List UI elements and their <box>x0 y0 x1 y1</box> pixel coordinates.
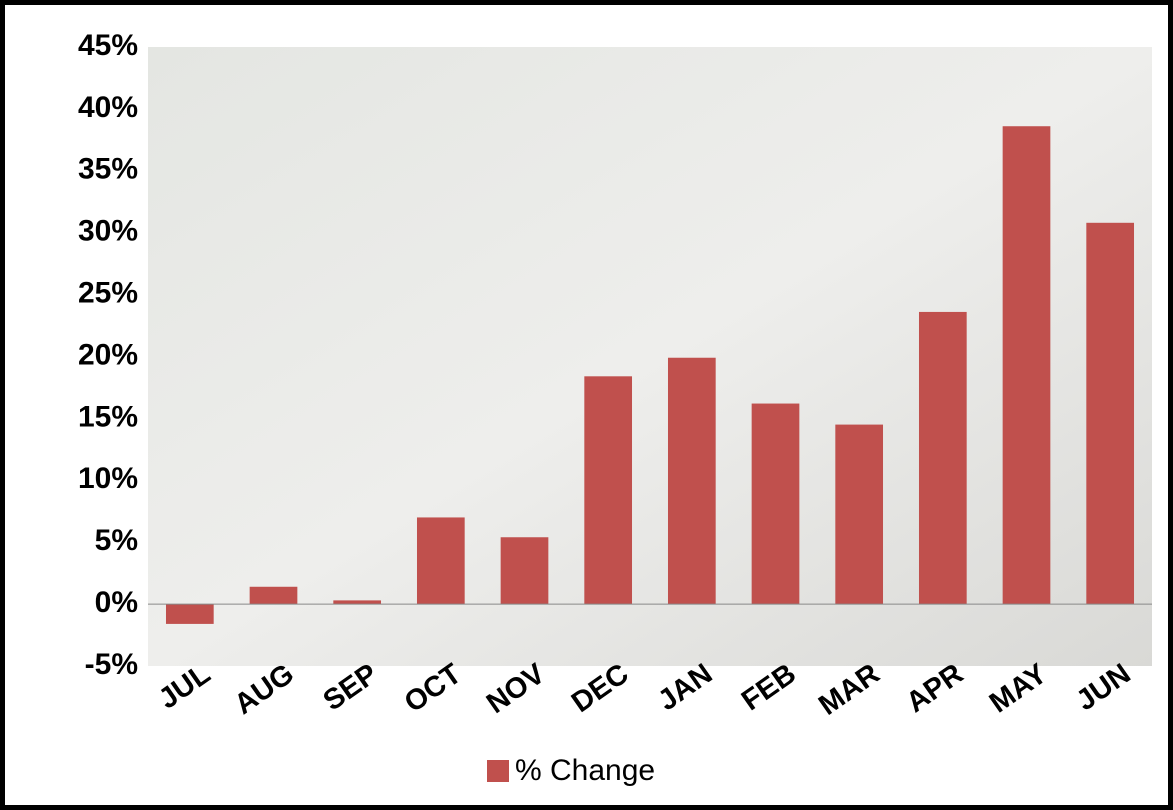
bar <box>416 517 465 605</box>
bar <box>1002 126 1051 605</box>
y-tick-label: 20% <box>78 338 138 371</box>
bar <box>1086 222 1135 605</box>
y-tick-label: 5% <box>95 524 138 557</box>
bar <box>835 424 884 605</box>
background-photo <box>148 47 1152 666</box>
y-tick-label: 45% <box>78 29 138 62</box>
bar <box>584 376 633 605</box>
y-tick-label: 15% <box>78 400 138 433</box>
y-tick-label: 25% <box>78 277 138 310</box>
bar <box>333 600 382 605</box>
y-tick-label: 35% <box>78 153 138 186</box>
bar <box>165 604 214 624</box>
bar <box>249 586 298 605</box>
y-tick-label: 30% <box>78 215 138 248</box>
bar <box>500 537 549 605</box>
y-tick-label: -5% <box>85 648 138 681</box>
legend-swatch <box>487 760 509 782</box>
bar <box>918 311 967 605</box>
bar <box>751 403 800 605</box>
y-tick-label: 10% <box>78 462 138 495</box>
legend-label: % Change <box>515 754 655 787</box>
bar <box>667 357 716 605</box>
y-tick-label: 40% <box>78 91 138 124</box>
y-tick-label: 0% <box>95 586 138 619</box>
